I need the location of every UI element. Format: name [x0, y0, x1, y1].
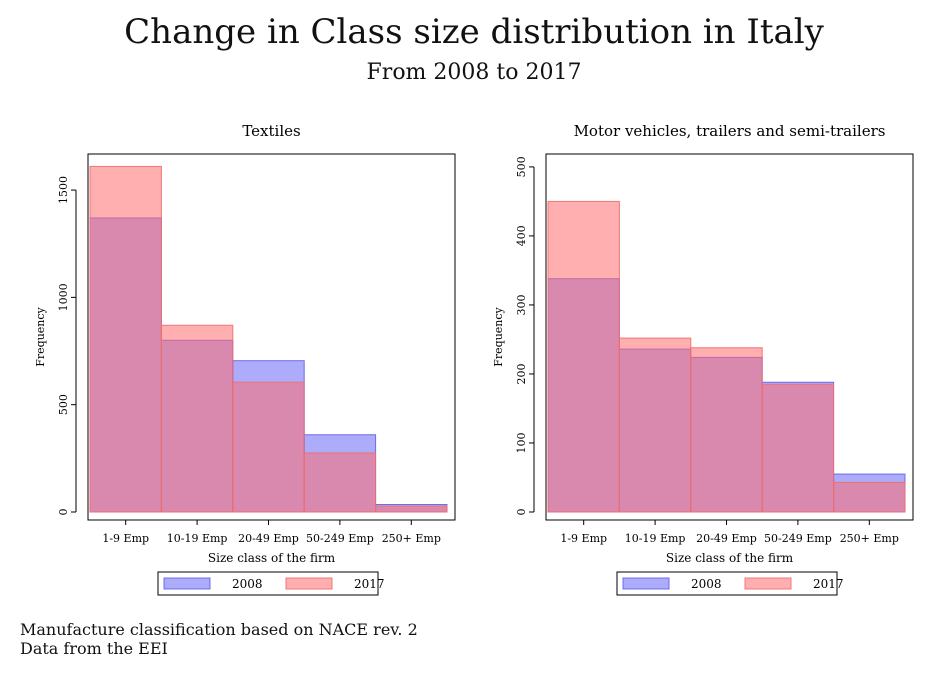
chart2-plot-frame — [545, 153, 914, 521]
main-subtitle: From 2008 to 2017 — [366, 60, 582, 85]
chart2-bar-2017-4 — [761, 383, 835, 513]
chart2-x-tick-label: 10-19 Emp — [625, 532, 686, 545]
chart2-y-tick-label: 500 — [515, 156, 528, 177]
chart1-legend-swatch-2017 — [285, 577, 333, 590]
chart1-y-tick-label: 0 — [57, 509, 70, 516]
chart1-bar-2017-2 — [160, 324, 234, 513]
chart1-title: Textiles — [242, 122, 300, 140]
chart2-y-tick-label: 300 — [515, 294, 528, 315]
chart1-y-tick-label: 500 — [57, 394, 70, 415]
chart2-x-tick-label: 50-249 Emp — [764, 532, 832, 545]
chart2-bar-2017-5 — [833, 481, 906, 513]
chart1-x-tick-label: 1-9 Emp — [102, 532, 149, 545]
chart2-x-tick-label: 1-9 Emp — [560, 532, 607, 545]
chart2-x-axis-label: Size class of the firm — [666, 551, 794, 565]
chart1-x-tick-label: 10-19 Emp — [167, 532, 228, 545]
chart2-legend-label-2008: 2008 — [691, 577, 722, 591]
main-title: Change in Class size distribution in Ita… — [124, 12, 824, 52]
chart2-title: Motor vehicles, trailers and semi-traile… — [574, 122, 886, 140]
chart1-legend-label-2017: 2017 — [354, 577, 385, 591]
chart2-y-tick-label: 100 — [515, 432, 528, 453]
chart1-x-tick-label: 250+ Emp — [382, 532, 441, 545]
chart2-legend-swatch-2017 — [744, 577, 792, 590]
chart2-y-tick-label: 400 — [515, 225, 528, 246]
chart1-legend-swatch-2008 — [163, 577, 211, 590]
chart2-legend-label-2017: 2017 — [813, 577, 844, 591]
chart2-legend-swatch-2008 — [622, 577, 670, 590]
chart1-bar-2017-4 — [303, 452, 377, 513]
chart1-bar-2017-1 — [89, 165, 162, 513]
footnote-line-source: Data from the EEI — [20, 639, 168, 658]
chart1-x-tick-label: 20-49 Emp — [238, 532, 299, 545]
footnote: Manufacture classification based on NACE… — [20, 620, 418, 658]
chart2-y-tick-label: 0 — [515, 509, 528, 516]
chart2-y-tick-label: 200 — [515, 363, 528, 384]
footnote-line-classification: Manufacture classification based on NACE… — [20, 620, 418, 639]
chart2-x-tick-label: 250+ Emp — [840, 532, 899, 545]
chart1-legend-label-2008: 2008 — [232, 577, 263, 591]
chart1-x-tick-label: 50-249 Emp — [306, 532, 374, 545]
chart1-bar-2017-5 — [375, 505, 448, 513]
chart1-plot-frame — [87, 153, 456, 521]
chart1-x-axis-label: Size class of the firm — [208, 551, 336, 565]
chart1-bar-2017-3 — [232, 381, 305, 513]
chart1-y-tick-label: 1000 — [57, 283, 70, 311]
chart2-y-axis-label: Frequency — [492, 306, 505, 366]
chart2-bar-2017-1 — [547, 200, 620, 513]
chart2-bar-2017-2 — [618, 337, 692, 513]
chart2-bar-2017-3 — [690, 347, 763, 513]
chart2-x-tick-label: 20-49 Emp — [696, 532, 757, 545]
chart1-y-axis-label: Frequency — [34, 306, 47, 366]
chart1-y-tick-label: 1500 — [57, 176, 70, 204]
